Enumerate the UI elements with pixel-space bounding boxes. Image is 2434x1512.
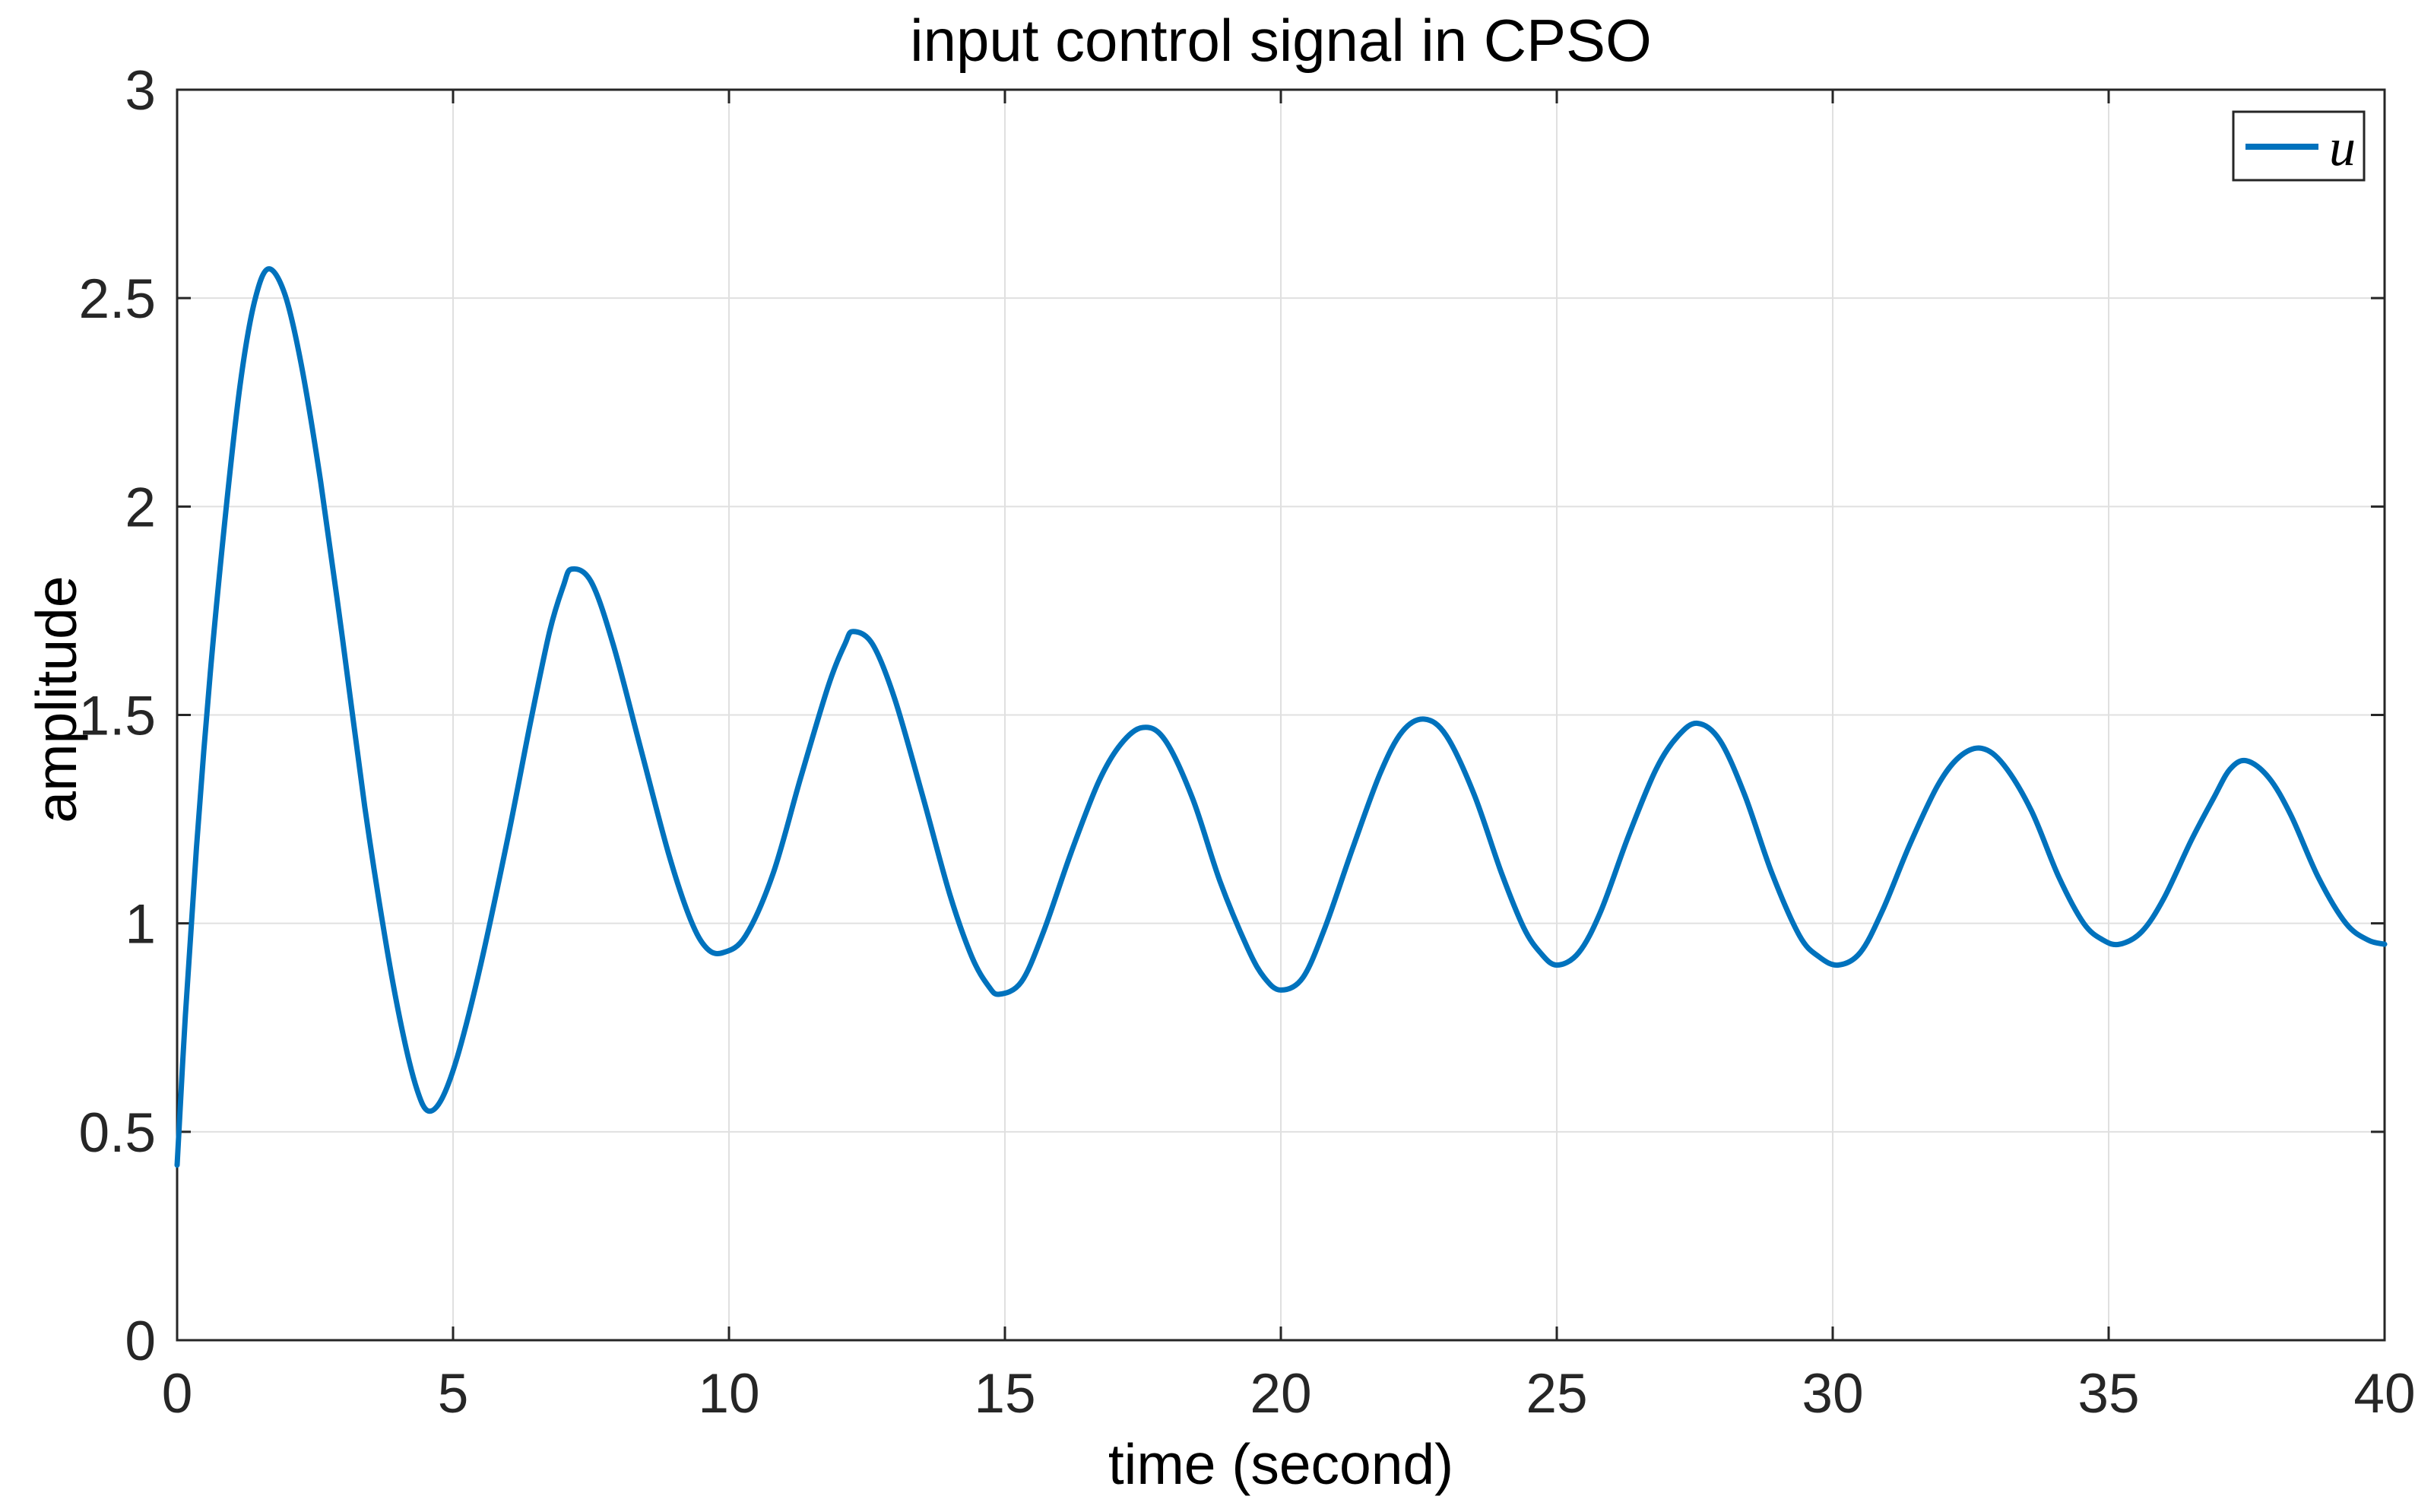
x-tick-label: 25 [1526, 1363, 1587, 1425]
y-tick-label: 2 [125, 477, 156, 538]
plot-border [176, 88, 2386, 1342]
y-tick-label: 1.5 [79, 686, 156, 747]
x-tick-label: 30 [1802, 1363, 1863, 1425]
chart-title: input control signal in CPSO [910, 7, 1652, 74]
legend-label-u: u [2329, 119, 2356, 177]
y-tick-label: 0 [125, 1311, 156, 1372]
grid-lines [177, 90, 2385, 1340]
y-tick-labels: 0 0.5 1 1.5 2 2.5 3 [79, 60, 156, 1372]
y-tick-label: 0.5 [79, 1102, 156, 1164]
y-tick-label: 2.5 [79, 268, 156, 330]
legend: u [2232, 110, 2366, 182]
y-tick-label: 3 [125, 60, 156, 122]
series-u-line [174, 266, 2388, 1168]
x-tick-label: 35 [2077, 1363, 2139, 1425]
x-tick-label: 15 [974, 1363, 1035, 1425]
x-tick-label: 10 [698, 1363, 759, 1425]
x-tick-label: 5 [438, 1363, 469, 1425]
x-axis-label: time (second) [1108, 1432, 1453, 1496]
y-axis-label: amplitude [24, 575, 88, 823]
x-tick-label: 40 [2353, 1363, 2415, 1425]
x-tick-label: 20 [1250, 1363, 1311, 1425]
x-tick-labels: 0 5 10 15 20 25 30 35 40 [162, 1363, 2416, 1425]
y-tick-label: 1 [125, 894, 156, 956]
x-tick-label: 0 [162, 1363, 193, 1425]
